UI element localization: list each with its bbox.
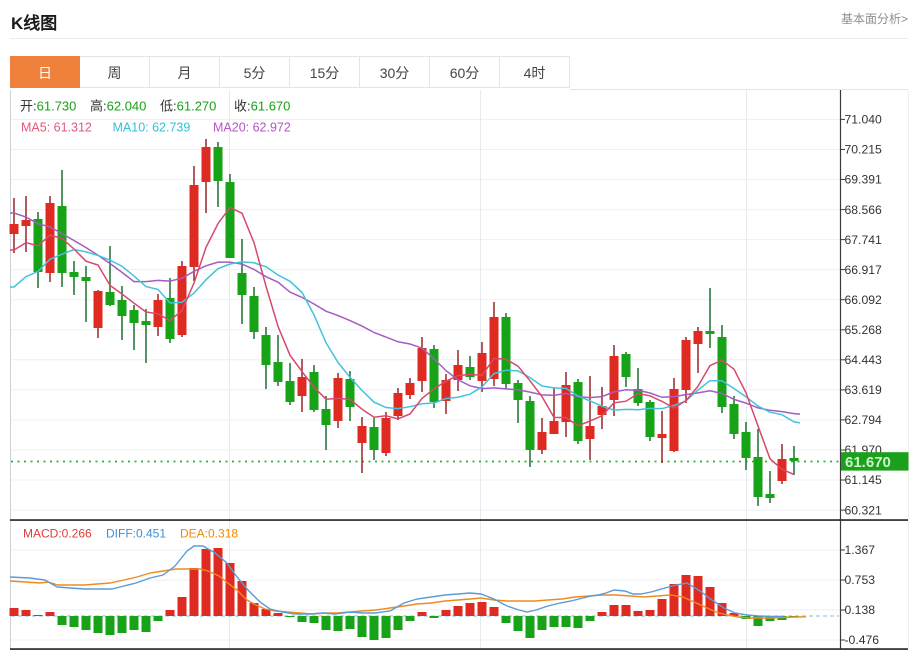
svg-text:69.391: 69.391	[845, 173, 882, 187]
svg-text:开:61.730: 开:61.730	[20, 99, 76, 114]
svg-text:68.566: 68.566	[845, 203, 882, 217]
svg-text:1.367: 1.367	[845, 543, 876, 557]
svg-text:0.138: 0.138	[845, 603, 876, 617]
svg-text:64.443: 64.443	[845, 353, 882, 367]
svg-text:收:61.670: 收:61.670	[234, 99, 290, 114]
svg-text:67.741: 67.741	[845, 233, 882, 247]
svg-text:MA20: 62.972: MA20: 62.972	[213, 121, 291, 135]
svg-text:63.619: 63.619	[845, 383, 882, 397]
svg-text:低:61.270: 低:61.270	[160, 99, 216, 114]
svg-text:MACD:0.266: MACD:0.266	[23, 527, 92, 541]
svg-text:66.917: 66.917	[845, 263, 882, 277]
svg-text:0.753: 0.753	[845, 573, 876, 587]
svg-text:61.670: 61.670	[845, 454, 891, 471]
svg-text:61.145: 61.145	[845, 473, 882, 487]
svg-text:62.794: 62.794	[845, 413, 882, 427]
svg-text:MA10: 62.739: MA10: 62.739	[113, 121, 191, 135]
svg-text:MA5: 61.312: MA5: 61.312	[21, 121, 92, 135]
svg-text:71.040: 71.040	[845, 113, 882, 127]
svg-text:-0.476: -0.476	[845, 633, 880, 647]
svg-text:DIFF:0.451: DIFF:0.451	[106, 527, 166, 541]
svg-text:65.268: 65.268	[845, 323, 882, 337]
svg-text:70.215: 70.215	[845, 143, 882, 157]
svg-text:高:62.040: 高:62.040	[90, 99, 146, 114]
svg-text:60.321: 60.321	[845, 503, 882, 517]
svg-text:66.092: 66.092	[845, 293, 882, 307]
svg-text:DEA:0.318: DEA:0.318	[180, 527, 238, 541]
